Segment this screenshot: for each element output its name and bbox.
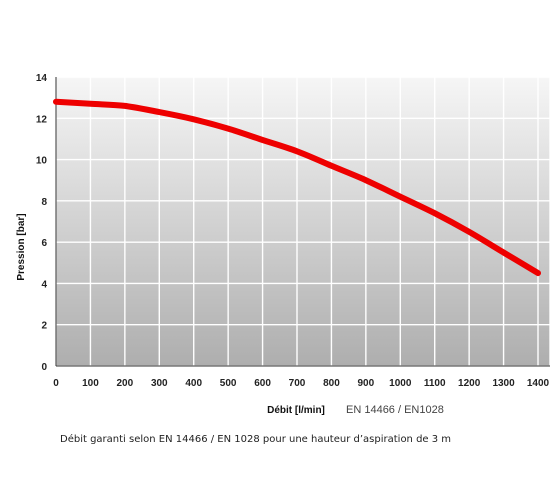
series-line xyxy=(53,98,541,277)
standard-label: EN 14466 / EN1028 xyxy=(346,404,444,416)
y-tick-label: 8 xyxy=(41,197,47,208)
y-tick-label: 2 xyxy=(41,321,47,332)
x-tick-labels: 0 100 200 300 400 500 600 700 800 900 1000 1100 1200… xyxy=(53,378,549,389)
y-axis-label: Pression [bar] xyxy=(16,213,27,280)
x-axis-label: Débit [l/min] xyxy=(267,405,325,416)
y-tick-label: 6 xyxy=(41,238,47,249)
x-tick-label: 800 xyxy=(323,378,340,389)
x-tick-label: 200 xyxy=(117,378,134,389)
x-tick-label: 400 xyxy=(185,378,202,389)
y-tick-label: 0 xyxy=(41,362,47,373)
x-tick-label: 300 xyxy=(151,378,168,389)
y-tick-label: 12 xyxy=(36,114,48,125)
x-tick-label: 700 xyxy=(289,378,306,389)
x-tick-label: 1000 xyxy=(389,378,412,389)
chart-caption: Débit garanti selon EN 14466 / EN 1028 p… xyxy=(60,434,452,445)
x-tick-label: 1300 xyxy=(492,378,515,389)
x-tick-label: 600 xyxy=(254,378,271,389)
x-tick-label: 100 xyxy=(82,378,99,389)
x-tick-label: 1400 xyxy=(527,378,550,389)
x-tick-label: 0 xyxy=(53,378,59,389)
x-tick-label: 500 xyxy=(220,378,237,389)
x-tick-label: 1100 xyxy=(424,378,446,389)
y-tick-label: 4 xyxy=(41,279,47,290)
grid xyxy=(55,76,551,367)
x-tick-label: 1200 xyxy=(458,378,481,389)
plot-area xyxy=(56,77,550,366)
y-tick-labels: 0 2 4 6 8 10 12 14 xyxy=(36,73,48,373)
y-tick-label: 14 xyxy=(36,73,48,84)
x-tick-label: 900 xyxy=(358,378,375,389)
y-tick-label: 10 xyxy=(36,156,48,167)
